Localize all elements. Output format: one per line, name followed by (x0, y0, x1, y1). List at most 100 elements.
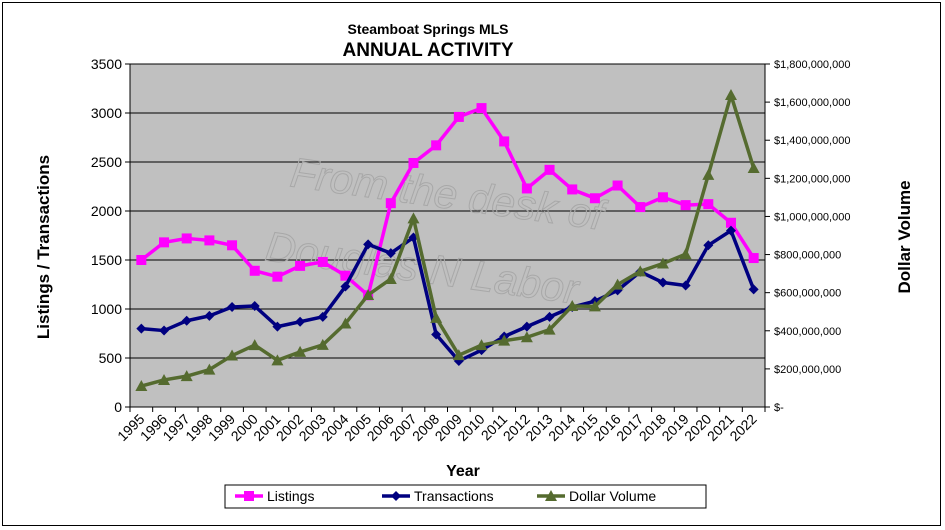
y-tick-label-left: 2000 (91, 203, 122, 219)
data-point (453, 111, 464, 122)
data-point (180, 370, 193, 382)
data-point (385, 198, 396, 209)
y-tick-label-left: 1000 (91, 301, 122, 317)
data-point (295, 260, 306, 271)
data-point (703, 199, 714, 210)
legend: Listings Transactions Dollar Volume (224, 484, 707, 509)
data-point (680, 280, 691, 291)
data-point (521, 321, 532, 332)
data-point (249, 301, 260, 312)
chart-subtitle: Steamboat Springs MLS (347, 21, 508, 37)
data-point (657, 192, 668, 203)
y-tick-label-right: $800,000,000 (774, 250, 841, 262)
data-point (635, 202, 646, 213)
data-point (181, 233, 192, 244)
data-point (363, 239, 374, 250)
series-layer (135, 89, 760, 392)
data-point (339, 317, 352, 329)
data-point (430, 311, 443, 323)
data-point (226, 349, 239, 361)
data-point (702, 168, 715, 180)
y-axis-label-left: Listings / Transactions (34, 155, 53, 339)
data-point (340, 270, 351, 281)
data-point (408, 157, 419, 168)
data-point (316, 338, 329, 350)
data-point (724, 89, 737, 101)
data-point (566, 300, 579, 312)
legend-item: Transactions (382, 488, 494, 504)
data-point (181, 315, 192, 326)
data-point (272, 271, 283, 282)
legend-swatch-marker (391, 491, 401, 501)
data-point (158, 373, 171, 385)
data-point (204, 310, 215, 321)
data-point (384, 272, 397, 284)
y-tick-label-right: $200,000,000 (774, 364, 841, 376)
data-point (249, 265, 260, 276)
legend-item: Dollar Volume (537, 488, 656, 504)
series-transactions (136, 225, 759, 366)
data-point (543, 323, 556, 335)
series-line (141, 228, 756, 363)
y-tick-label-left: 1500 (91, 252, 122, 268)
data-point (385, 248, 396, 259)
data-point (657, 277, 668, 288)
y-axis-label-right: Dollar Volume (895, 180, 914, 293)
data-point (294, 345, 307, 357)
y-tick-label-right: $- (774, 402, 784, 414)
legend-swatch-marker (545, 490, 557, 501)
series-dollar-volume (135, 89, 760, 392)
data-point (317, 256, 328, 267)
data-point (680, 200, 691, 211)
data-point (544, 311, 555, 322)
data-point (521, 183, 532, 194)
data-point (544, 164, 555, 175)
y-tick-label-left: 2500 (91, 154, 122, 170)
y-tick-label-left: 500 (99, 350, 123, 366)
data-point (407, 212, 420, 224)
y-tick-label-right: $1,600,000,000 (774, 97, 850, 109)
data-point (431, 329, 442, 340)
data-point (136, 255, 147, 265)
y-tick-label-right: $1,400,000,000 (774, 135, 850, 147)
data-point (656, 257, 669, 269)
data-point (588, 300, 601, 312)
chart-title: ANNUAL ACTIVITY (343, 40, 514, 61)
data-point (159, 237, 170, 248)
data-point (499, 136, 510, 147)
legend-label: Transactions (414, 488, 494, 504)
data-point (589, 193, 600, 204)
series-line (140, 106, 756, 298)
data-point (612, 180, 623, 191)
data-point (725, 225, 736, 236)
x-axis-label: Year (446, 463, 480, 480)
data-point (135, 380, 148, 392)
data-point (748, 253, 759, 264)
y-tick-label-left: 3500 (91, 56, 122, 72)
y-tick-label-right: $1,000,000,000 (774, 211, 850, 223)
legend-label: Dollar Volume (569, 488, 656, 504)
legend-item: Listings (235, 488, 314, 504)
plot-area (129, 63, 766, 408)
data-point (520, 331, 533, 343)
data-point (317, 311, 328, 322)
legend-label: Listings (267, 488, 314, 504)
data-point (431, 140, 442, 151)
data-point (227, 240, 238, 251)
data-point (498, 334, 511, 346)
plot-background (129, 63, 766, 408)
legend-box (224, 484, 707, 509)
data-point (475, 339, 488, 351)
legend-swatch-marker (244, 491, 254, 501)
data-point (748, 284, 759, 295)
data-point (136, 323, 147, 334)
data-point (248, 339, 261, 351)
y-tick-label-right: $400,000,000 (774, 326, 841, 338)
data-point (703, 240, 714, 251)
data-point (452, 349, 465, 361)
data-point (634, 265, 647, 277)
data-point (295, 316, 306, 327)
data-point (362, 288, 375, 300)
data-point (476, 103, 487, 114)
